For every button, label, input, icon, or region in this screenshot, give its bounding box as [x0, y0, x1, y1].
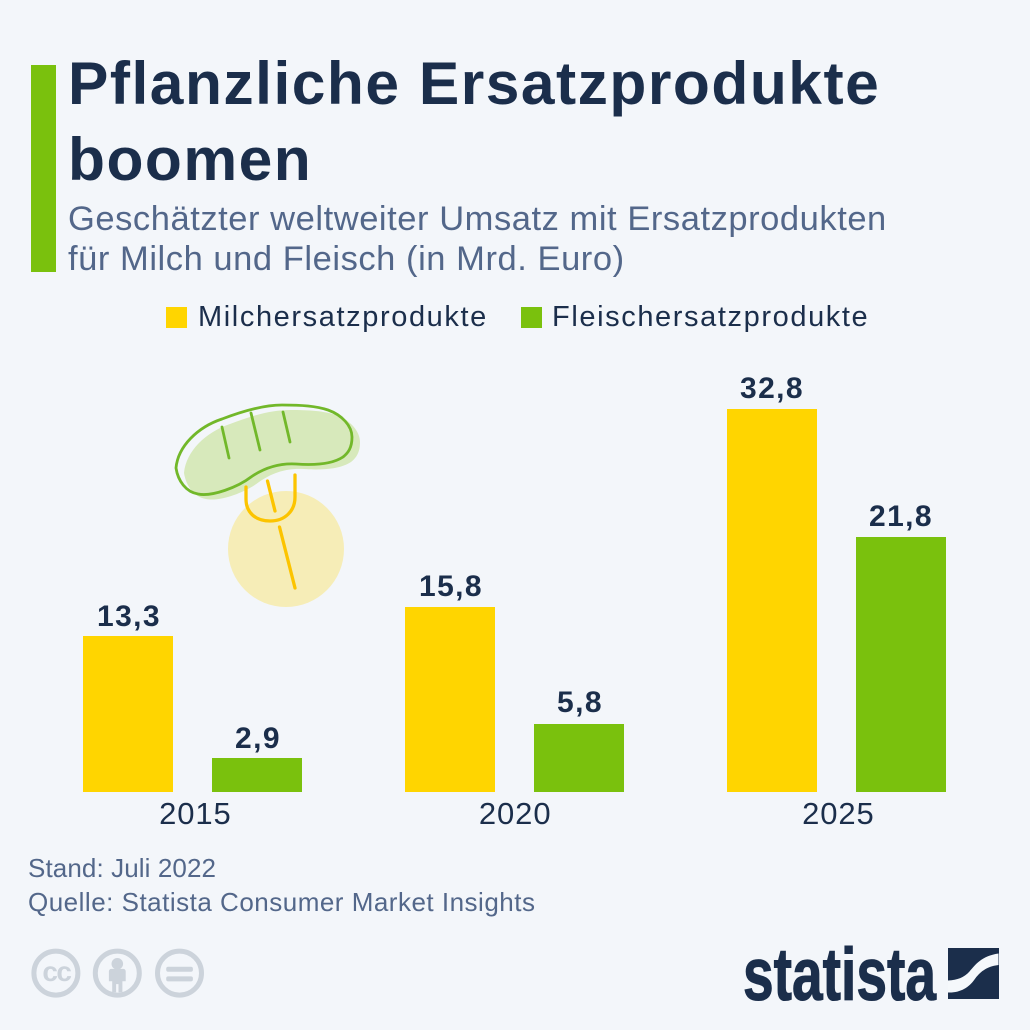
svg-text:cc: cc	[42, 956, 71, 987]
